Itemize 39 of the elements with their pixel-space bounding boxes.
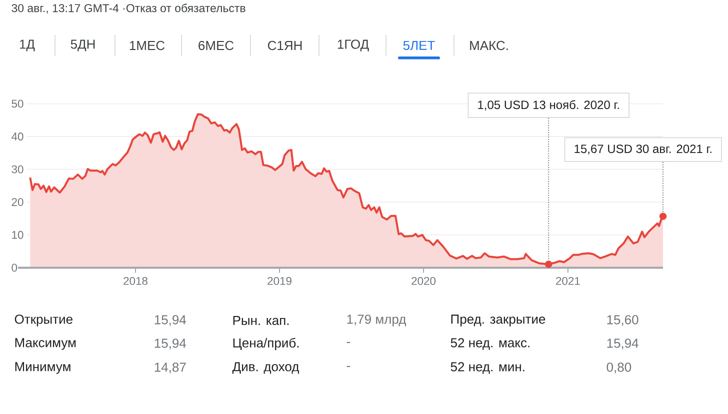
x-tick-label: 2019 xyxy=(268,276,292,285)
text: 15,60 xyxy=(607,315,638,326)
text: Минимум xyxy=(15,362,70,374)
text: 30 авг., 13:17 GMT-4 ·Отказ от обязательств xyxy=(12,4,246,14)
text: 5ЛЕТ xyxy=(403,40,435,50)
y-tick-label: 40 xyxy=(12,132,24,140)
y-tick-label: 50 xyxy=(12,100,24,108)
y-tick-label: 30 xyxy=(12,165,24,174)
annotation: 1,05 USD 13 нояб. 2020 г. xyxy=(478,100,619,110)
y-tick-label: 20 xyxy=(12,198,24,206)
text: Открытие xyxy=(14,314,72,326)
text: 52 нед. макс. xyxy=(450,338,530,350)
text: 15,94 xyxy=(607,338,638,350)
text: - xyxy=(346,366,350,368)
annotation: 15,67 USD 30 авг. 2021 г. xyxy=(574,144,712,154)
x-tick-label: 2018 xyxy=(124,276,148,285)
text: Див. доход xyxy=(232,362,299,374)
x-tick-label: 2020 xyxy=(412,276,436,285)
text: - xyxy=(346,342,350,344)
text: 6МЕС xyxy=(198,40,234,50)
text: 1,79 млрд xyxy=(347,314,406,326)
text: 5ДН xyxy=(70,40,95,52)
text: Рын. кап. xyxy=(233,316,289,326)
text: 15,94 xyxy=(154,338,186,350)
text: 0,80 xyxy=(606,362,632,374)
text: 1Д xyxy=(20,40,35,52)
text: 15,94 xyxy=(154,315,186,326)
text: С1ЯН xyxy=(268,40,302,50)
text: 52 нед. мин. xyxy=(450,362,524,374)
text: Максимум xyxy=(15,338,76,350)
text: Пред. закрытие xyxy=(451,314,546,326)
text: Цена/приб. xyxy=(233,338,299,350)
y-tick-label: 0 xyxy=(12,264,18,272)
text: 1МЕС xyxy=(130,40,165,50)
text: 14,87 xyxy=(154,362,186,374)
text: 1ГОД xyxy=(338,40,369,52)
y-tick-label: 10 xyxy=(12,230,24,239)
text: МАКС. xyxy=(470,40,508,50)
x-tick-label: 2021 xyxy=(556,276,580,285)
